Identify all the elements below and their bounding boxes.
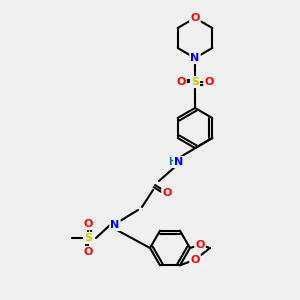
Text: N: N (110, 220, 120, 230)
Text: S: S (191, 77, 199, 87)
Text: S: S (84, 233, 92, 243)
Text: O: O (204, 77, 214, 87)
Text: O: O (190, 13, 200, 23)
Text: O: O (190, 255, 200, 265)
Text: N: N (190, 53, 200, 63)
Text: O: O (195, 240, 205, 250)
Text: N: N (174, 157, 184, 167)
Text: O: O (162, 188, 172, 198)
Text: H: H (168, 157, 176, 167)
Text: O: O (83, 247, 93, 257)
Text: O: O (176, 77, 186, 87)
Text: O: O (83, 219, 93, 229)
